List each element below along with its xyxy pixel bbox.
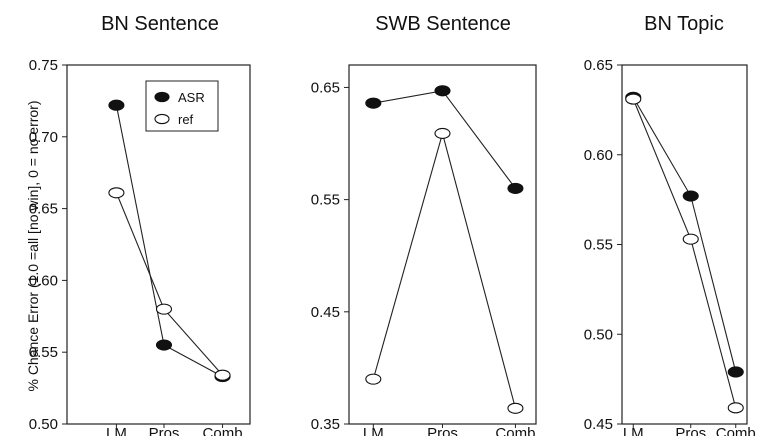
x-tick-label: LM: [106, 425, 127, 436]
legend-label-asr: ASR: [178, 90, 205, 105]
y-tick-label: 0.50: [584, 326, 613, 343]
data-point-ref: [507, 402, 524, 414]
y-tick-label: 0.75: [29, 57, 58, 74]
panel-1: BN Sentence 0.50 0.55 0.60 0.65 0.70 0.75 LM Pro…: [29, 13, 251, 436]
legend-marker-ref: [154, 113, 170, 125]
x-tick-label: Pros: [427, 425, 458, 436]
data-point-ref: [108, 187, 125, 199]
y-tick-label: 0.55: [311, 192, 340, 209]
series-line-asr: [632, 97, 737, 373]
x-tick-label: Pros: [675, 425, 706, 436]
legend-marker-asr: [154, 91, 170, 103]
data-point-asr: [727, 366, 744, 378]
y-tick-label: 0.45: [584, 416, 613, 433]
data-point-asr: [365, 97, 382, 109]
x-tick-label: Comb: [203, 425, 243, 436]
data-point-asr: [434, 85, 451, 97]
y-axis-label: % Chance Error (1.0 =all [no win], 0 = n…: [25, 100, 41, 391]
data-point-ref: [682, 233, 699, 245]
y-tick-label: 0.45: [311, 304, 340, 321]
data-point-ref: [434, 127, 451, 139]
data-point-ref: [625, 93, 642, 105]
data-point-asr: [108, 99, 125, 111]
series-line-asr: [115, 105, 223, 378]
x-tick-label: Comb: [495, 425, 535, 436]
data-point-ref: [365, 373, 382, 385]
y-tick-label: 0.60: [29, 272, 58, 289]
panel-title: BN Topic: [644, 13, 724, 35]
y-tick-label: 0.70: [29, 129, 58, 146]
y-tick-label: 0.65: [311, 79, 340, 96]
data-point-asr: [507, 182, 524, 194]
panel-title: BN Sentence: [101, 13, 219, 35]
y-tick-label: 0.55: [584, 237, 613, 254]
y-tick-label: 0.55: [29, 344, 58, 361]
plot-frame: [348, 64, 537, 425]
chart-panels: BN Sentence 0.50 0.55 0.60 0.65 0.70 0.75 LM Pro…: [29, 13, 756, 436]
panel-2: SWB Sentence 0.35 0.45 0.55 0.65 LM Pros Comb: [311, 13, 537, 436]
x-tick-label: Pros: [149, 425, 180, 436]
series-line-ref: [632, 98, 737, 408]
data-point-asr: [682, 190, 699, 202]
series-line-ref: [372, 131, 516, 409]
y-tick-label: 0.35: [311, 416, 340, 433]
x-tick-label: LM: [363, 425, 384, 436]
y-tick-label: 0.50: [29, 416, 58, 433]
y-tick-label: 0.60: [584, 147, 613, 164]
data-point-asr: [155, 339, 173, 351]
panel-3: BN Topic 0.45 0.50 0.55 0.60 0.65 LM Pros Comb: [584, 13, 756, 436]
data-point-ref: [727, 402, 744, 414]
y-tick-label: 0.65: [584, 57, 613, 74]
data-point-ref: [155, 303, 173, 315]
x-tick-label: Comb: [716, 425, 756, 436]
legend-label-ref: ref: [178, 112, 194, 127]
panel-title: SWB Sentence: [375, 13, 511, 35]
x-tick-label: LM: [623, 425, 644, 436]
plot-frame: [66, 64, 251, 425]
data-point-ref: [214, 369, 231, 381]
y-tick-label: 0.65: [29, 201, 58, 218]
